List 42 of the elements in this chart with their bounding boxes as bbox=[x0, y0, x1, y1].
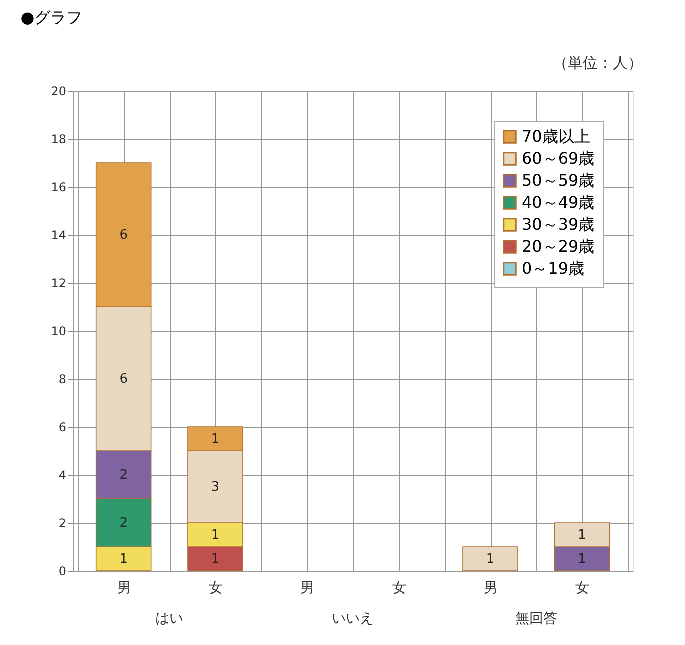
text: （単位：人） bbox=[553, 54, 643, 72]
legend-label: 60～69歳 bbox=[522, 149, 595, 168]
data-label: 1 bbox=[211, 432, 220, 447]
data-label: 1 bbox=[578, 528, 586, 543]
text: 無回答 bbox=[515, 611, 558, 627]
legend-label: 30～39歳 bbox=[522, 215, 595, 234]
x-tick-label: 女 bbox=[392, 580, 406, 596]
y-tick-label: 4 bbox=[58, 468, 66, 482]
x-tick-label: 男 bbox=[484, 580, 498, 596]
y-tick-label: 6 bbox=[58, 420, 66, 434]
y-tick-label: 8 bbox=[58, 372, 66, 386]
legend-label: 20～29歳 bbox=[522, 237, 595, 256]
y-tick-label: 10 bbox=[51, 324, 66, 338]
x-tick-label: 女 bbox=[209, 580, 223, 596]
y-tick-label: 2 bbox=[58, 516, 66, 530]
bar bbox=[462, 546, 518, 572]
y-tick-label: 12 bbox=[51, 276, 66, 290]
data-label: 1 bbox=[211, 528, 220, 543]
data-label: 2 bbox=[120, 468, 128, 483]
y-tick-label: 0 bbox=[58, 564, 66, 578]
data-label: 6 bbox=[120, 372, 128, 387]
y-tick-label: 20 bbox=[51, 84, 66, 98]
data-label: 1 bbox=[211, 552, 220, 567]
data-label: 2 bbox=[120, 516, 128, 531]
legend-label: 50～59歳 bbox=[522, 171, 595, 190]
data-label: 1 bbox=[578, 552, 586, 567]
data-label: 3 bbox=[211, 480, 220, 495]
y-tick-label: 16 bbox=[51, 180, 66, 194]
data-label: 1 bbox=[486, 552, 495, 567]
data-label: 1 bbox=[120, 552, 128, 567]
text: はい bbox=[156, 611, 184, 627]
chart-title: ●グラフ bbox=[20, 8, 83, 27]
y-tick-label: 14 bbox=[51, 228, 66, 242]
x-tick-label: 男 bbox=[117, 580, 132, 596]
legend-label: 40～49歳 bbox=[522, 193, 595, 212]
x-tick-label: 男 bbox=[300, 580, 315, 596]
legend-label: 0～19歳 bbox=[522, 259, 585, 278]
y-tick-label: 18 bbox=[51, 132, 66, 146]
x-tick-label: 女 bbox=[576, 580, 590, 596]
text: いいえ bbox=[332, 611, 374, 627]
data-label: 6 bbox=[120, 228, 128, 243]
legend-label: 70歳以上 bbox=[522, 127, 590, 146]
